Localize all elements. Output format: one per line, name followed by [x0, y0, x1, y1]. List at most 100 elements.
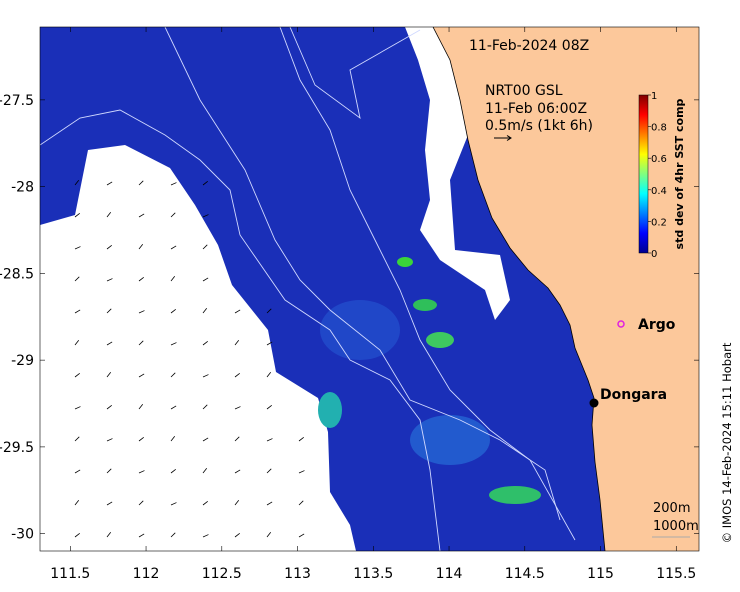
current-vector — [106, 372, 112, 378]
current-vector — [234, 340, 240, 346]
current-vector — [170, 405, 177, 410]
currents-source: NRT00 GSL — [485, 83, 563, 99]
current-vector — [234, 436, 240, 442]
current-vector — [138, 533, 145, 538]
current-vector — [138, 180, 144, 186]
colorbar-tick-label: 0.6 — [651, 154, 667, 165]
current-vector — [202, 501, 208, 506]
lon-tick-label: 114.5 — [505, 566, 545, 582]
sst-variability-patches — [318, 257, 541, 504]
current-vector — [138, 213, 145, 218]
current-vector — [234, 469, 241, 474]
lat-tick-label: -29 — [11, 353, 34, 369]
no-data-region-west — [40, 145, 356, 551]
longitude-axis: 111.5 112 112.5 113 113.5 114 114.5 115 115.5 — [50, 27, 696, 582]
currents-scale-arrow — [494, 135, 512, 141]
lat-tick-label: -29.5 — [0, 440, 34, 456]
current-vector — [170, 309, 176, 314]
current-vector — [298, 500, 304, 506]
current-vector — [266, 532, 272, 538]
current-vector — [170, 276, 176, 282]
current-vector — [298, 470, 305, 474]
current-vector — [106, 341, 113, 346]
current-vector — [74, 276, 80, 282]
colorbar-tick-label: 1 — [651, 91, 657, 102]
current-vector — [106, 212, 112, 218]
colorbar-gradient — [638, 94, 649, 254]
current-vector — [138, 437, 144, 442]
colorbar-tick-label: 0.4 — [651, 186, 667, 197]
current-vector — [170, 532, 176, 538]
current-vector — [202, 244, 208, 250]
current-vector — [74, 436, 80, 442]
current-vector — [138, 373, 145, 378]
current-vector — [266, 438, 273, 442]
argo-marker — [617, 320, 625, 328]
lat-tick-label: -28 — [11, 180, 34, 196]
current-vector — [234, 373, 240, 378]
contour-label-200m: 200m — [653, 501, 690, 516]
current-vector — [74, 180, 80, 186]
no-data-region-north — [405, 27, 510, 320]
current-vector — [170, 212, 176, 218]
current-vector — [106, 468, 112, 474]
current-vector — [266, 341, 273, 346]
current-vector — [74, 309, 81, 314]
current-vector — [202, 277, 209, 282]
map-title: 11-Feb-2024 08Z — [469, 38, 589, 54]
contour-label-1000m: 1000m — [653, 519, 699, 534]
current-vector — [202, 341, 208, 346]
colorbar-label: std dev of 4hr SST comp — [673, 98, 686, 249]
current-vector — [266, 468, 272, 474]
current-vector — [170, 182, 177, 186]
lon-tick-label: 113.5 — [353, 566, 393, 582]
contour-1000m — [164, 27, 561, 521]
lon-tick-label: 113 — [284, 566, 311, 582]
colorbar-ticks: 0 0.2 0.4 0.6 0.8 1 — [648, 91, 667, 260]
current-vector — [266, 372, 272, 378]
current-vector — [202, 214, 209, 218]
colorbar-tick-label: 0 — [651, 249, 657, 260]
current-vector — [106, 532, 112, 538]
current-vector — [106, 181, 113, 186]
current-vector — [74, 406, 81, 410]
currents-time: 11-Feb 06:00Z — [485, 101, 587, 117]
current-vector — [106, 501, 113, 506]
land — [433, 27, 699, 551]
current-vector — [234, 500, 240, 506]
current-vector — [106, 308, 112, 314]
current-vector — [138, 404, 144, 410]
currents-scale-label: 0.5m/s (1kt 6h) — [485, 118, 593, 134]
lat-tick-label: -28.5 — [0, 266, 34, 282]
contour-200m — [279, 27, 576, 541]
current-vector — [202, 181, 208, 186]
argo-label: Argo — [638, 317, 676, 333]
lat-tick-label: -30 — [11, 527, 34, 543]
current-vector — [106, 405, 112, 410]
current-vector — [266, 501, 273, 506]
current-vector — [138, 340, 144, 346]
current-vector — [106, 438, 113, 442]
lon-tick-label: 112 — [133, 566, 160, 582]
current-vector — [202, 534, 209, 538]
current-vectors — [74, 180, 305, 538]
current-vector — [138, 310, 145, 314]
current-vector — [298, 533, 305, 538]
lon-tick-label: 114 — [436, 566, 463, 582]
current-vector — [138, 244, 144, 250]
current-vector — [74, 373, 80, 378]
current-vector — [202, 437, 209, 442]
latitude-axis: -27.5 -28 -28.5 -29 -29.5 -30 — [0, 93, 699, 543]
colorbar-tick-label: 0.2 — [651, 217, 667, 228]
lon-tick-label: 115 — [587, 566, 614, 582]
current-vector — [138, 470, 145, 474]
current-vector — [74, 533, 80, 538]
lon-tick-label: 111.5 — [50, 566, 90, 582]
current-vector — [74, 500, 80, 506]
current-vector — [74, 213, 80, 218]
current-vector — [234, 533, 240, 538]
current-vector — [234, 406, 241, 410]
current-vector — [138, 500, 144, 506]
current-vector — [202, 374, 209, 378]
